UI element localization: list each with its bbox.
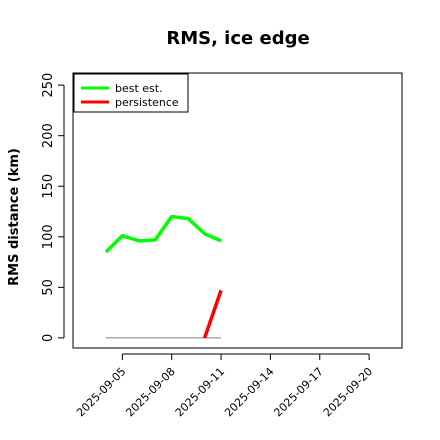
x-tick-label: 2025-09-14 [222,365,276,419]
x-axis: 2025-09-052025-09-082025-09-112025-09-14… [74,353,375,419]
legend: best est. persistence [73,73,189,113]
x-tick-label: 2025-09-17 [271,365,325,419]
series-line-best-est [104,214,222,254]
legend-label-best-est: best est. [115,82,163,95]
legend-label-persistence: persistence [115,96,179,109]
y-tick-label: 200 [41,123,56,148]
x-tick-label: 2025-09-08 [123,365,177,419]
y-tick-label: 0 [41,334,56,342]
plot-frame [72,72,403,349]
y-axis-label: RMS distance (km) [7,148,22,286]
y-tick-label: 250 [41,73,56,98]
series-line-persistence [202,289,223,339]
chart-title: RMS, ice edge [166,28,309,49]
y-tick-label: 50 [41,279,56,296]
y-tick-label: 100 [41,224,56,249]
x-tick-label: 2025-09-05 [74,365,128,419]
y-axis: 0 50 100 150 200 250 [41,73,65,342]
x-tick-label: 2025-09-20 [321,365,375,419]
plot-area [104,214,223,339]
y-tick-label: 150 [41,174,56,199]
x-tick-label: 2025-09-11 [173,365,227,419]
legend-box [73,73,189,113]
